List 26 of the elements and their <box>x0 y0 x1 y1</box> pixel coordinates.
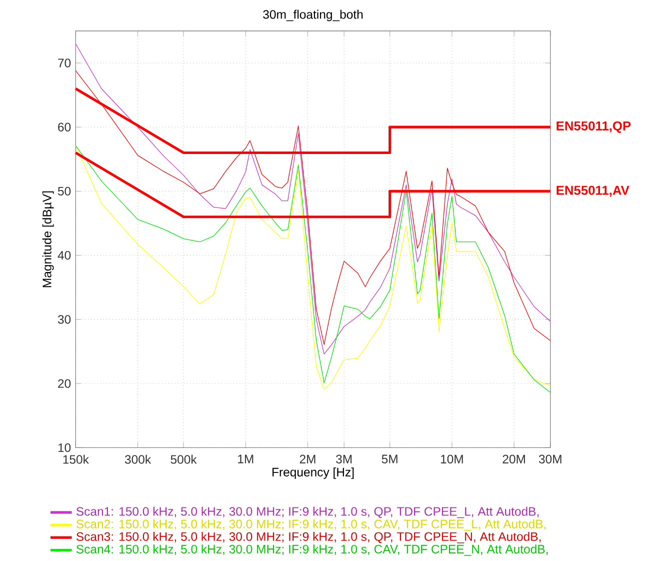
series-label: EN55011,AV <box>556 186 630 197</box>
x-tick-label: 500k <box>170 454 197 464</box>
x-tick-label: 20M <box>502 454 525 464</box>
legend-label: Scan2: 150.0 kHz, 5.0 kHz, 30.0 MHz; IF:9 kHz, 1.0 s, CAV, TDF CPEE_L, Att AutodB, <box>76 519 546 531</box>
x-tick-label: 5M <box>382 454 398 464</box>
x-axis-title: Frequency [Hz] <box>272 468 354 480</box>
x-tick-label: 150k <box>63 454 89 464</box>
y-tick-label: 60 <box>58 122 71 132</box>
legend-label: Scan1: 150.0 kHz, 5.0 kHz, 30.0 MHz; IF:9 kHz, 1.0 s, QP, TDF CPEE_L, Att AutodB, <box>76 506 539 518</box>
y-tick-label: 50 <box>58 186 71 196</box>
chart-title: 30m_floating_both <box>263 10 363 22</box>
x-tick-label: 30M <box>538 454 562 464</box>
x-tick-label: 2M <box>300 454 316 464</box>
x-tick-label: 300k <box>124 454 152 464</box>
series-label: EN55011,QP <box>556 121 631 133</box>
y-tick-label: 40 <box>58 251 71 260</box>
x-tick-label: 10M <box>440 454 463 464</box>
x-tick-label: 1M <box>238 454 254 464</box>
legend-label: Scan4: 150.0 kHz, 5.0 kHz, 30.0 MHz; IF:9 kHz, 1.0 s, CAV, TDF CPEE_N, Att AutodB, <box>76 544 548 556</box>
y-tick-label: 30 <box>58 315 71 324</box>
y-tick-label: 10 <box>58 443 71 452</box>
y-axis-title: Magnitude [dBµV] <box>42 192 54 288</box>
y-tick-label: 20 <box>58 379 71 388</box>
x-tick-label: 3M <box>336 454 352 464</box>
legend-label: Scan3: 150.0 kHz, 5.0 kHz, 30.0 MHz; IF:9 kHz, 1.0 s, QP, TDF CPEE_N, Att AutodB, <box>76 532 541 544</box>
y-tick-label: 70 <box>58 58 71 68</box>
